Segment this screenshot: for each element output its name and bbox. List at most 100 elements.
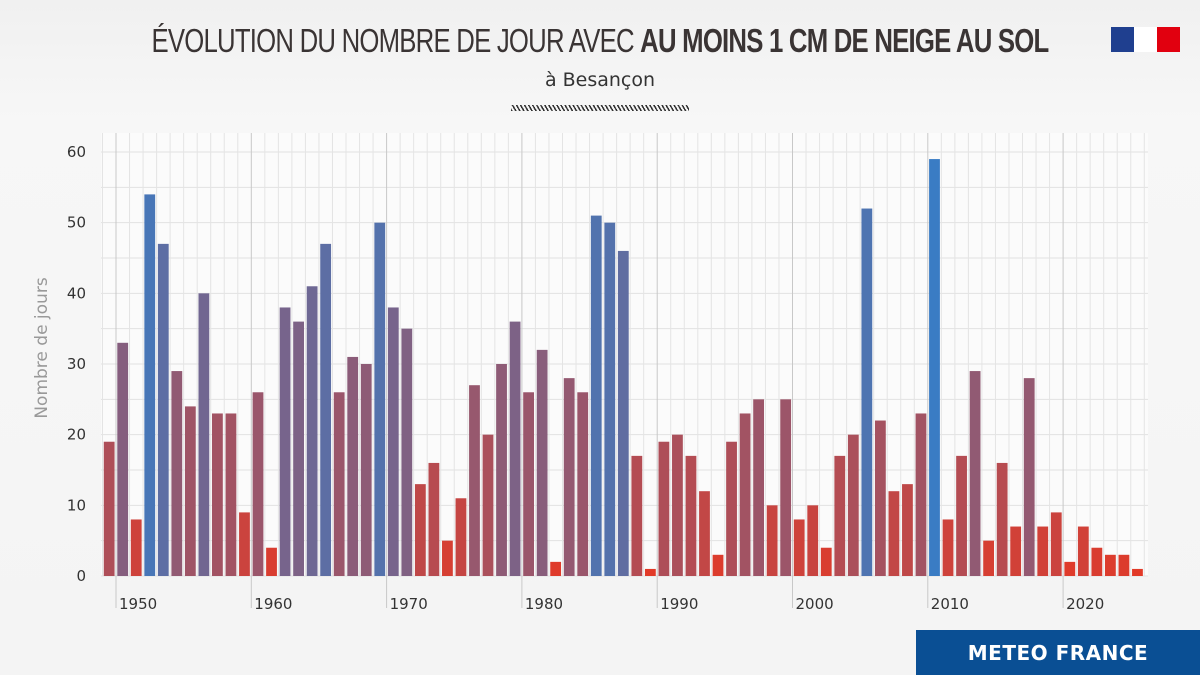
x-tick-label: 2010 xyxy=(931,595,969,613)
bar-1969 xyxy=(374,222,386,576)
bar-1987 xyxy=(617,250,629,576)
bar-1994 xyxy=(712,554,724,576)
y-tick-label: 20 xyxy=(67,426,86,444)
bar-1965 xyxy=(320,243,332,576)
bar-1988 xyxy=(631,455,643,576)
bars xyxy=(103,159,1143,577)
x-tick-label: 2020 xyxy=(1066,595,1104,613)
bar-1960 xyxy=(252,392,264,576)
bar-1967 xyxy=(347,356,359,576)
meteo-france-banner: METEO FRANCE xyxy=(916,630,1200,675)
bar-1953 xyxy=(157,243,169,576)
y-tick-label: 60 xyxy=(67,143,86,161)
y-axis-ticks: 0 10 20 30 40 50 60 xyxy=(67,143,86,585)
bar-1982 xyxy=(550,561,562,576)
y-tick-label: 30 xyxy=(67,355,86,373)
bar-1990 xyxy=(658,441,670,576)
x-tick-label: 1970 xyxy=(390,595,428,613)
bar-1961 xyxy=(266,547,277,576)
bar-2023 xyxy=(1104,554,1116,576)
bar-2017 xyxy=(1023,378,1035,576)
bar-2005 xyxy=(861,208,873,577)
bar-2022 xyxy=(1091,547,1103,576)
bar-1956 xyxy=(198,293,210,576)
bar-2020 xyxy=(1064,561,1076,576)
bar-1955 xyxy=(184,406,196,576)
title-light: ÉVOLUTION DU NOMBRE DE JOUR AVEC xyxy=(151,22,635,59)
bar-1968 xyxy=(360,364,372,576)
bar-1993 xyxy=(699,491,710,576)
bar-1952 xyxy=(144,194,156,576)
y-tick-label: 50 xyxy=(67,214,86,232)
x-tick-label: 1990 xyxy=(660,595,698,613)
bar-1964 xyxy=(306,286,318,576)
x-tick-label: 1950 xyxy=(119,595,157,613)
chart-subtitle: à Besançon xyxy=(544,69,656,91)
bar-1984 xyxy=(577,392,589,576)
bar-2014 xyxy=(983,540,995,576)
bar-1971 xyxy=(401,328,413,576)
bar-2013 xyxy=(969,371,981,576)
bar-1959 xyxy=(239,512,250,576)
bar-2016 xyxy=(1010,526,1022,576)
bar-2019 xyxy=(1050,512,1062,576)
bar-1974 xyxy=(442,540,453,576)
bar-1970 xyxy=(387,307,399,576)
bar-1951 xyxy=(130,519,142,576)
bar-1975 xyxy=(455,498,467,576)
bar-1949 xyxy=(103,441,115,576)
bar-1980 xyxy=(523,392,534,576)
bar-2024 xyxy=(1118,554,1130,576)
bar-2007 xyxy=(888,491,900,576)
bar-1989 xyxy=(644,568,656,576)
bar-2015 xyxy=(996,462,1008,576)
bar-2012 xyxy=(956,455,967,576)
x-tick-label: 1960 xyxy=(254,595,292,613)
bar-1978 xyxy=(496,364,507,576)
bar-1998 xyxy=(766,505,778,576)
bar-1973 xyxy=(428,462,440,576)
chart-title: ÉVOLUTION DU NOMBRE DE JOUR AVEC AU MOIN… xyxy=(132,22,1068,60)
x-axis-ticks: 1950 1960 1970 1980 1990 2000 2010 2020 xyxy=(119,595,1104,613)
bar-1999 xyxy=(780,399,792,576)
bar-2025 xyxy=(1132,568,1143,576)
bar-2009 xyxy=(915,413,927,576)
bar-2008 xyxy=(902,484,913,576)
x-tick-label: 2000 xyxy=(796,595,834,613)
title-bold: AU MOINS 1 CM DE NEIGE AU SOL xyxy=(640,22,1049,59)
bar-2021 xyxy=(1077,526,1089,576)
bar-2003 xyxy=(834,455,846,576)
bar-1958 xyxy=(225,413,237,576)
bar-1977 xyxy=(482,434,494,576)
bar-2011 xyxy=(942,519,954,576)
bar-1996 xyxy=(739,413,751,576)
x-tick-label: 1980 xyxy=(525,595,563,613)
bar-1972 xyxy=(414,484,426,576)
bar-1963 xyxy=(293,321,304,576)
bar-1985 xyxy=(590,215,602,576)
bar-2010 xyxy=(929,159,940,577)
bar-2006 xyxy=(874,420,886,576)
bar-1986 xyxy=(604,222,616,576)
bar-1981 xyxy=(536,349,548,576)
bar-1954 xyxy=(171,371,183,576)
bar-2000 xyxy=(793,519,805,576)
bar-1962 xyxy=(279,307,291,576)
bar-1991 xyxy=(672,434,683,576)
bar-1995 xyxy=(726,441,737,576)
y-tick-label: 10 xyxy=(67,496,86,514)
y-tick-label: 40 xyxy=(67,284,86,302)
bar-1997 xyxy=(753,399,765,576)
bar-2018 xyxy=(1037,526,1049,576)
bar-2004 xyxy=(847,434,859,576)
bar-2001 xyxy=(807,505,819,576)
bar-1992 xyxy=(685,455,697,576)
bar-1966 xyxy=(333,392,345,576)
bar-1950 xyxy=(117,342,129,576)
bar-1957 xyxy=(212,413,223,576)
y-tick-label: 0 xyxy=(76,567,86,585)
decorative-hatch-divider xyxy=(511,105,689,111)
bar-1979 xyxy=(509,321,521,576)
y-axis-label: Nombre de jours xyxy=(32,277,52,418)
